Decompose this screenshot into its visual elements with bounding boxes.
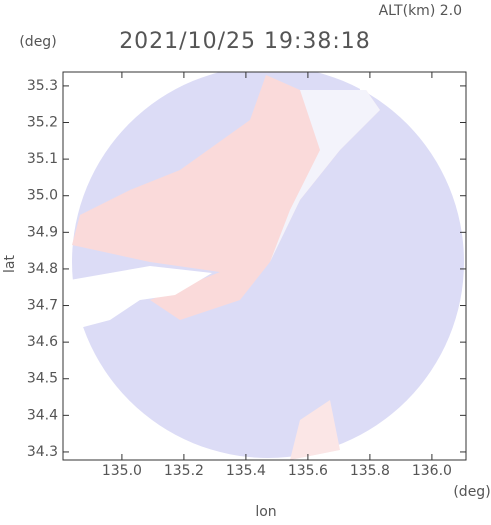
y-tick-label: 34.3	[27, 444, 58, 460]
plot-frame	[62, 71, 467, 461]
annotation: ALT(km) 2.0	[379, 3, 462, 19]
x-tick-label: 135.4	[226, 463, 266, 479]
x-tick-label: 136.0	[412, 463, 452, 479]
y-tick-label: 35.2	[27, 115, 58, 131]
y-tick-label: 34.7	[27, 298, 58, 314]
radar-positive-south	[290, 400, 340, 460]
x-tick-label: 135.2	[164, 463, 204, 479]
y-tick-label: 35.0	[27, 188, 58, 204]
radar-gap	[70, 266, 212, 330]
y-tick-label: 35.1	[27, 151, 58, 167]
y-tick-label: 34.5	[27, 371, 58, 387]
x-axis-label: lon	[255, 504, 276, 520]
y-tick-label: 35.3	[27, 78, 58, 94]
x-tick-label: 135.0	[102, 463, 142, 479]
y-tick-label: 34.6	[27, 334, 58, 350]
radar-circle	[72, 72, 464, 458]
chart-title: 2021/10/25 19:38:18	[119, 29, 371, 54]
x-tick-label: 135.8	[350, 463, 390, 479]
y-tick-label: 34.9	[27, 224, 58, 240]
y-tick-label: 34.8	[27, 261, 58, 277]
y-tick-label: 34.4	[27, 407, 58, 423]
radar-positive	[72, 75, 380, 320]
radar-outside	[360, 72, 466, 90]
x-tick-label: 135.6	[288, 463, 328, 479]
y-axis-label: lat	[2, 255, 18, 273]
x-unit: (deg)	[453, 484, 490, 500]
y-unit: (deg)	[19, 34, 56, 50]
radar-boundary	[270, 90, 380, 262]
radar-field	[70, 72, 466, 460]
